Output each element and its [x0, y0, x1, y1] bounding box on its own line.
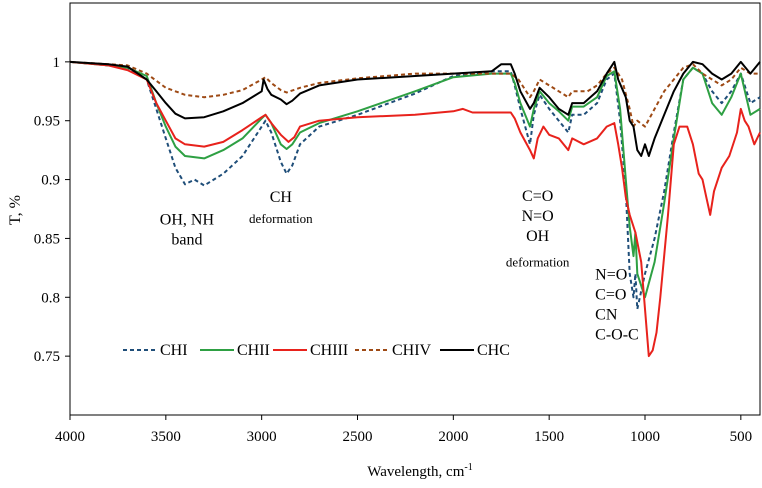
- x-tick-label: 2500: [343, 429, 373, 445]
- annotation-label: C=O: [522, 188, 553, 205]
- annotations: OH, NH band CH deformation C=O N=O OH deformati…: [160, 188, 639, 344]
- x-axis-label: Wavelength, cm-1: [367, 462, 472, 480]
- annotation-label: N=O: [522, 208, 554, 225]
- plot-frame: [69, 2, 761, 416]
- series-line-chiv: [69, 60, 760, 128]
- annotation-label: N=O: [595, 267, 627, 284]
- annotation-label: OH: [526, 228, 550, 245]
- x-tick-label: 3000: [247, 429, 277, 445]
- annotation-label: CH: [270, 189, 293, 206]
- legend-label-chi: CHI: [160, 342, 188, 359]
- series-line-chi: [69, 60, 761, 311]
- x-tick-label: 1500: [534, 429, 564, 445]
- annotation-label: deformation: [506, 255, 570, 270]
- x-tick-label: 3500: [151, 429, 181, 445]
- x-axis-label-text: Wavelength, cm: [367, 464, 464, 480]
- annotation-label: C-O-C: [595, 327, 639, 344]
- x-tick-label: 2000: [438, 429, 468, 445]
- x-tick-label: 4000: [55, 429, 85, 445]
- series-line-chii: [69, 60, 761, 299]
- annotation-label: deformation: [249, 211, 313, 226]
- x-axis-ticks: 4000 3500 3000 2500 2000 1500 1000 500: [55, 415, 752, 445]
- y-tick-label: 0.85: [34, 231, 60, 247]
- x-axis-label-sup: -1: [464, 462, 472, 473]
- series-line-chc: [69, 60, 761, 157]
- legend-label-chiv: CHIV: [392, 342, 432, 359]
- y-tick-label: 0.95: [34, 114, 60, 130]
- annotation-label: band: [171, 231, 202, 248]
- annotation-label: CN: [595, 307, 618, 324]
- x-tick-label: 500: [730, 429, 753, 445]
- y-axis-label: T, %: [7, 195, 24, 225]
- series-line-chiii: [69, 60, 761, 358]
- legend-label-chiii: CHIII: [310, 342, 348, 359]
- legend: CHI CHII CHIII CHIV CHC: [123, 342, 510, 359]
- series-lines: [69, 60, 761, 358]
- legend-label-chc: CHC: [477, 342, 510, 359]
- annotation-label: C=O: [595, 287, 626, 304]
- y-tick-label: 1: [53, 55, 61, 71]
- y-tick-label: 0.75: [34, 349, 60, 365]
- y-tick-label: 0.9: [41, 173, 60, 189]
- y-axis-ticks: 0.75 0.8 0.85 0.9 0.95 1: [34, 55, 70, 365]
- legend-label-chii: CHII: [237, 342, 270, 359]
- x-tick-label: 1000: [630, 429, 660, 445]
- y-tick-label: 0.8: [41, 290, 60, 306]
- annotation-label: OH, NH: [160, 211, 215, 228]
